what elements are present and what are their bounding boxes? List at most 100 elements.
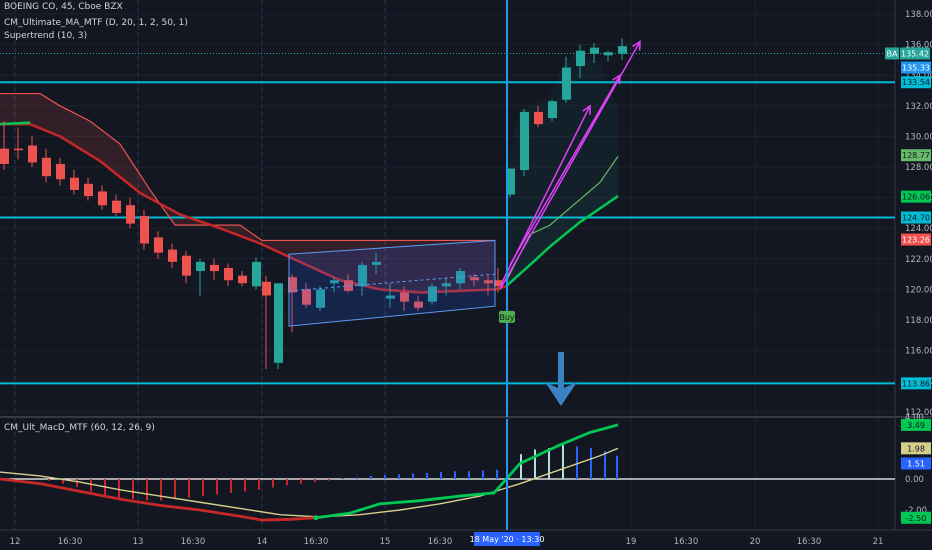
candle-body xyxy=(112,200,121,213)
price-badge[interactable] xyxy=(901,76,931,89)
candle-body xyxy=(414,301,423,308)
macd-histogram-bar xyxy=(562,444,564,479)
indicator-lines xyxy=(0,92,619,294)
price-badge-label: 113.86 xyxy=(902,379,930,388)
macd-histogram-bar xyxy=(258,479,260,490)
macd-tick-label: -2.00 xyxy=(905,506,927,516)
time-tick-label: 19 xyxy=(626,537,637,547)
indicator-ma-label[interactable]: CM_Ultimate_MA_MTF (D, 20, 1, 2, 50, 1) xyxy=(4,18,188,28)
horizontal-levels[interactable] xyxy=(0,52,895,385)
candle-body xyxy=(442,283,451,287)
macd-histogram-bar xyxy=(604,451,606,479)
candle-body xyxy=(618,46,627,54)
time-tick-label: 20 xyxy=(750,537,761,547)
down-arrow-icon[interactable] xyxy=(545,352,577,406)
price-badge[interactable] xyxy=(901,233,931,246)
macd-histogram-bar xyxy=(160,479,162,501)
macd-histogram-bar xyxy=(496,469,498,479)
candle-body xyxy=(252,261,261,287)
macd-histogram-bar xyxy=(440,472,442,479)
candle-body xyxy=(428,286,437,302)
macd-histogram-bar xyxy=(482,470,484,479)
price-badge[interactable] xyxy=(901,61,931,74)
crosshair-time-badge[interactable] xyxy=(474,532,540,546)
price-badge[interactable] xyxy=(901,211,931,224)
macd-pane xyxy=(0,419,895,530)
macd-histogram-bar xyxy=(244,479,246,492)
buy-label-text[interactable]: Buy xyxy=(499,313,515,322)
candle-body xyxy=(576,50,585,67)
macd-title[interactable]: CM_Ult_MacD_MTF (60, 12, 26, 9) xyxy=(4,423,155,433)
candle-body xyxy=(484,280,493,284)
time-tick-label: 16:30 xyxy=(58,537,83,547)
candle-body xyxy=(288,277,297,293)
macd-histogram-bar xyxy=(300,479,302,484)
candle-body xyxy=(182,255,191,276)
price-tick-label: 128.00 xyxy=(905,163,932,173)
macd-histogram-bar xyxy=(62,479,64,484)
price-badge-label: 123.26 xyxy=(902,236,930,245)
candle-body xyxy=(316,289,325,308)
price-tick-label: 124.00 xyxy=(905,224,932,234)
time-tick-label: 16:30 xyxy=(797,537,822,547)
candle-body xyxy=(456,271,465,284)
trend-arrow-3[interactable] xyxy=(509,74,621,266)
price-badge[interactable] xyxy=(901,190,931,203)
buy-label-box[interactable] xyxy=(499,310,515,323)
trend-arrow-2-head[interactable] xyxy=(632,40,641,51)
macd-histogram-bar xyxy=(118,479,120,498)
time-tick-label: 15 xyxy=(380,537,391,547)
macd-histogram-bar xyxy=(286,479,288,486)
time-tick-label: 16:30 xyxy=(181,537,206,547)
candle-body xyxy=(400,292,409,302)
drawings[interactable]: Buy xyxy=(288,0,641,417)
price-badge-label: BA xyxy=(887,49,898,58)
price-badge[interactable] xyxy=(885,47,899,60)
price-tick-label: 136.00 xyxy=(905,41,932,51)
macd-badge-label: 3.49 xyxy=(907,421,925,430)
macd-histogram-bar xyxy=(76,479,78,487)
candle-body xyxy=(330,280,339,284)
trend-arrow-1-head[interactable] xyxy=(582,104,591,115)
macd-histogram-bar xyxy=(534,449,536,479)
price-badge-label: 126.06 xyxy=(902,193,930,202)
indicator-supertrend-label[interactable]: Supertrend (10, 3) xyxy=(4,31,88,41)
candles xyxy=(0,38,627,369)
price-tick-label: 138.00 xyxy=(905,10,932,20)
macd-histogram-bar xyxy=(174,479,176,500)
candle-body xyxy=(140,215,149,244)
macd-histogram-bar xyxy=(454,471,456,479)
macd-histogram-bar xyxy=(398,474,400,479)
trend-arrow-3-head[interactable] xyxy=(612,73,621,85)
candle-body xyxy=(28,145,37,163)
price-badge-label: 124.70 xyxy=(902,213,930,222)
macd-badge-label: 1.51 xyxy=(907,460,925,469)
macd-histogram-bar xyxy=(230,479,232,493)
macd-histogram-bar xyxy=(370,475,372,479)
price-badge[interactable] xyxy=(900,47,930,60)
channel-midline[interactable] xyxy=(288,273,496,292)
candle-body xyxy=(302,289,311,305)
macd-tick-label: 4.00 xyxy=(905,413,924,423)
macd-badge[interactable] xyxy=(901,511,931,524)
trend-arrow-2[interactable] xyxy=(499,41,641,290)
price-badge[interactable] xyxy=(901,149,931,162)
macd-badge[interactable] xyxy=(901,442,931,455)
time-tick-label: 16:30 xyxy=(674,537,699,547)
macd-badge[interactable] xyxy=(901,457,931,470)
candle-body xyxy=(372,261,381,265)
symbol-title[interactable]: BOEING CO, 45, Cboe BZX xyxy=(4,2,123,12)
candle-body xyxy=(590,47,599,54)
price-badge-label: 133.54 xyxy=(902,78,930,87)
parallel-channel[interactable] xyxy=(288,239,496,327)
macd-badge[interactable] xyxy=(901,418,931,431)
candle-body xyxy=(224,267,233,281)
macd-histogram-bar xyxy=(426,472,428,479)
price-badge[interactable] xyxy=(901,377,931,390)
candle-body xyxy=(520,111,529,171)
macd-histogram-bar xyxy=(412,473,414,479)
candle-body xyxy=(0,148,9,164)
macd-histogram-bar xyxy=(216,479,218,495)
candle-body xyxy=(386,295,395,299)
